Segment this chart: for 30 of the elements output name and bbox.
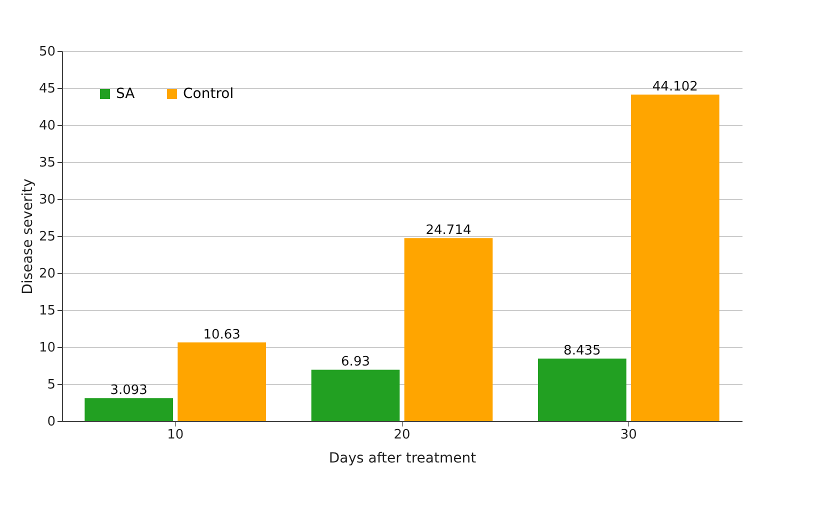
bar bbox=[404, 238, 493, 421]
legend-label: Control bbox=[183, 86, 234, 102]
bar bbox=[178, 342, 266, 421]
data-label: 10.63 bbox=[203, 327, 240, 342]
y-tick-label: 15 bbox=[38, 304, 56, 318]
data-label: 3.093 bbox=[110, 383, 148, 398]
x-tick-label: 30 bbox=[620, 428, 637, 442]
y-tick-label: 50 bbox=[38, 44, 56, 60]
bar bbox=[538, 358, 626, 421]
bar bbox=[630, 94, 720, 421]
legend-label: SA bbox=[116, 86, 136, 102]
y-tick-label: 5 bbox=[47, 378, 56, 392]
y-tick-label: 0 bbox=[47, 414, 56, 430]
y-tick-label: 45 bbox=[38, 82, 56, 96]
x-tick-label: 10 bbox=[167, 428, 184, 442]
data-label: 44.102 bbox=[652, 80, 698, 95]
x-axis-title: Days after treatment bbox=[328, 450, 477, 466]
y-tick-label: 25 bbox=[38, 230, 56, 244]
y-tick-label: 40 bbox=[38, 118, 56, 134]
bar bbox=[84, 398, 174, 421]
y-tick-label: 10 bbox=[38, 340, 56, 356]
data-label: 8.435 bbox=[564, 344, 601, 359]
y-tick-label: 30 bbox=[38, 192, 56, 208]
bar bbox=[311, 370, 400, 421]
data-label: 24.714 bbox=[426, 223, 472, 238]
y-tick-label: 35 bbox=[38, 156, 56, 170]
x-tick-label: 20 bbox=[394, 428, 410, 442]
y-tick-label: 20 bbox=[38, 266, 56, 282]
data-label: 6.93 bbox=[341, 354, 370, 370]
y-axis-title: Disease severity bbox=[20, 178, 36, 294]
